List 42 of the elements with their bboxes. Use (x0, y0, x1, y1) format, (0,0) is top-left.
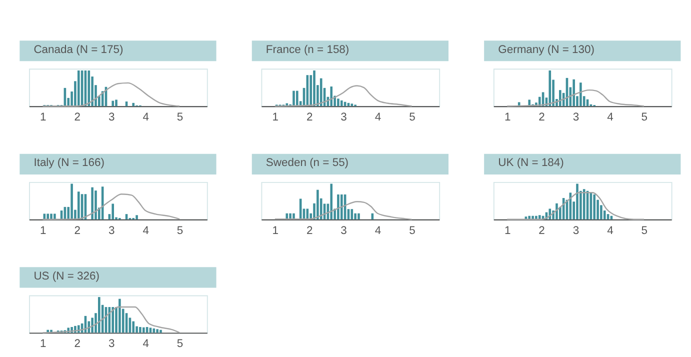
chart-title: UK (N = 184) (498, 157, 564, 170)
x-tick-label: 3 (340, 224, 347, 237)
x-tick-label: 4 (142, 338, 149, 350)
x-tick-label: 4 (607, 224, 614, 237)
x-tick-label: 4 (374, 112, 382, 124)
x-tick-label: 3 (108, 112, 115, 124)
x-tick-label: 1 (40, 112, 46, 124)
x-tick-label: 2 (74, 224, 81, 237)
x-tick-label: 1 (272, 224, 279, 237)
x-tick-label: 1 (40, 338, 46, 350)
x-tick-label: 2 (306, 224, 313, 237)
x-tick-label: 4 (374, 224, 382, 237)
chart-title: France (n = 158) (266, 44, 350, 56)
x-tick-label: 4 (142, 112, 149, 124)
chart-title: Germany (N = 130) (498, 44, 595, 56)
x-tick-label: 3 (340, 112, 347, 124)
chart-title: Italy (N = 166) (34, 157, 105, 170)
x-tick-label: 2 (74, 112, 81, 124)
x-tick-label: 2 (306, 112, 313, 124)
x-tick-label: 3 (108, 338, 115, 350)
x-tick-label: 1 (504, 112, 511, 124)
x-tick-label: 5 (641, 112, 648, 124)
x-tick-label: 3 (108, 224, 115, 237)
x-tick-label: 2 (538, 112, 545, 124)
chart-title: Sweden (n = 55) (266, 157, 349, 170)
x-tick-label: 4 (607, 112, 614, 124)
chart-title: US (N = 326) (34, 270, 100, 282)
x-tick-label: 1 (272, 112, 279, 124)
x-tick-label: 1 (504, 224, 511, 237)
chart-title: Canada (N = 175) (34, 44, 124, 56)
x-tick-label: 2 (538, 224, 545, 237)
x-tick-label: 5 (176, 338, 184, 350)
x-tick-label: 5 (409, 112, 416, 124)
x-tick-label: 3 (572, 224, 580, 237)
x-tick-label: 5 (641, 224, 648, 237)
x-tick-label: 1 (40, 224, 46, 237)
x-tick-label: 5 (176, 112, 184, 124)
x-tick-label: 5 (176, 224, 184, 237)
x-tick-label: 4 (142, 224, 149, 237)
x-tick-label: 3 (572, 112, 580, 124)
x-tick-label: 2 (74, 338, 81, 350)
x-tick-label: 5 (409, 224, 416, 237)
